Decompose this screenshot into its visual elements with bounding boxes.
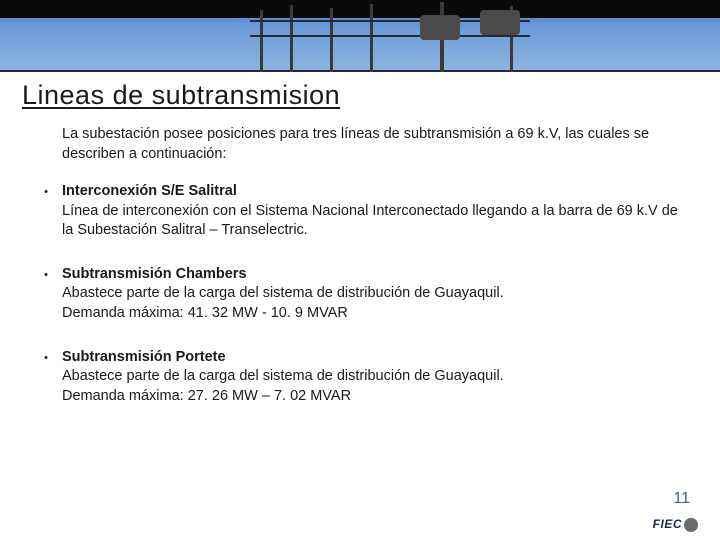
slide-title: Lineas de subtransmision — [22, 80, 698, 111]
footer-logo: FIEC — [653, 517, 698, 532]
bullet-list: • Interconexión S/E Salitral Línea de in… — [0, 170, 720, 418]
bullet-item: • Subtransmisión Portete Abastece parte … — [30, 336, 690, 419]
bullet-marker: • — [30, 348, 62, 407]
bullet-item: • Subtransmisión Chambers Abastece parte… — [30, 253, 690, 336]
bullet-content: Subtransmisión Chambers Abastece parte d… — [62, 265, 690, 324]
intro-paragraph: La subestación posee posiciones para tre… — [0, 115, 720, 170]
bullet-body: Línea de interconexión con el Sistema Na… — [62, 203, 678, 239]
bullet-heading: Subtransmisión Chambers — [62, 266, 247, 282]
bullet-content: Subtransmisión Portete Abastece parte de… — [62, 348, 690, 407]
page-number: 11 — [673, 490, 690, 508]
bullet-marker: • — [30, 265, 62, 324]
bullet-heading: Interconexión S/E Salitral — [62, 183, 237, 199]
bullet-marker: • — [30, 182, 62, 241]
bullet-content: Interconexión S/E Salitral Línea de inte… — [62, 182, 690, 241]
bullet-item: • Interconexión S/E Salitral Línea de in… — [30, 170, 690, 253]
bullet-body: Abastece parte de la carga del sistema d… — [62, 368, 504, 404]
bullet-body: Abastece parte de la carga del sistema d… — [62, 285, 504, 321]
bullet-heading: Subtransmisión Portete — [62, 349, 226, 365]
header-banner — [0, 0, 720, 72]
